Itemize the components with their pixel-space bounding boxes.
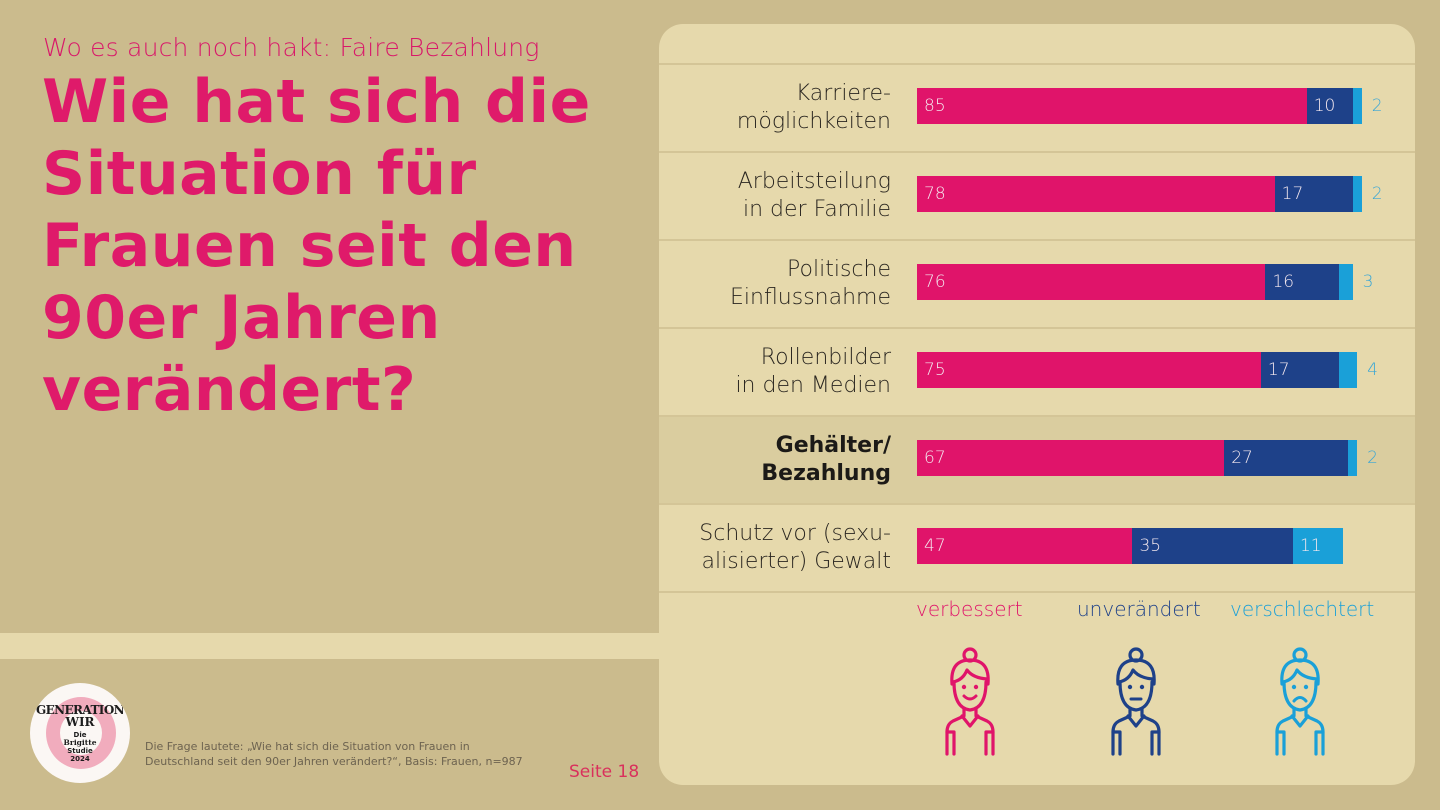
bar-segment-verschlechtert xyxy=(1347,440,1358,476)
category-label: Karriere- möglichkeiten xyxy=(736,81,891,134)
data-label: 10 xyxy=(1313,96,1336,116)
bar-segment-unverändert xyxy=(1265,264,1339,300)
bar-segment-verbessert xyxy=(917,528,1133,564)
sad-woman-icon xyxy=(1275,647,1325,756)
category-label: Gehälter/ Bezahlung xyxy=(761,433,891,486)
connector-strip xyxy=(0,633,680,659)
chart-row: Gehälter/ Bezahlung 2 67 27 xyxy=(659,415,1415,503)
chart-row: Karriere- möglichkeiten 2 85 10 xyxy=(659,63,1415,151)
bar-segment-verbessert xyxy=(917,440,1225,476)
data-label: 47 xyxy=(924,536,946,556)
data-label: 78 xyxy=(924,184,946,204)
legend-label-verschlechtert: verschlechtert xyxy=(1230,597,1375,621)
bar-segment-verschlechtert xyxy=(1352,176,1362,212)
data-label: 2 xyxy=(1371,184,1383,204)
chart-row: Politische Einflussnahme 3 76 16 xyxy=(659,239,1415,327)
logo-line: Studie xyxy=(67,746,93,755)
data-label: 2 xyxy=(1367,448,1378,468)
category-label: Rollenbilder in den Medien xyxy=(735,345,891,398)
data-label: 27 xyxy=(1231,448,1253,468)
bar-segment-verschlechtert xyxy=(1292,528,1344,564)
bar-segment-verschlechtert xyxy=(1338,264,1353,300)
data-label: 16 xyxy=(1272,272,1295,292)
bar-segment-verschlechtert xyxy=(1352,88,1362,124)
bar-segment-unverändert xyxy=(1260,352,1339,388)
category-label: Politische Einflussnahme xyxy=(729,257,891,310)
chart-row: Arbeitsteilung in der Familie 2 78 17 xyxy=(659,151,1415,239)
data-label: 17 xyxy=(1267,360,1290,380)
neutral-woman-icon xyxy=(1111,647,1161,756)
bar-segment-verbessert xyxy=(917,176,1275,212)
category-label: Arbeitsteilung in der Familie xyxy=(737,169,891,222)
bar-segment-unverändert xyxy=(1274,176,1353,212)
legend-label-unveraendert: unverändert xyxy=(1077,597,1201,621)
logo-line: GENERATION xyxy=(35,702,125,717)
logo-line: Brigitte xyxy=(63,737,97,747)
data-label: 67 xyxy=(924,448,946,468)
category-label: Schutz vor (sexu- alisierter) Gewalt xyxy=(699,521,891,574)
happy-woman-icon xyxy=(945,647,995,756)
data-label: 76 xyxy=(924,272,946,292)
logo: GENERATION WIR Die Brigitte Studie 2024 xyxy=(30,683,130,783)
bar-segment-verbessert xyxy=(917,352,1261,388)
bar-segment-unverändert xyxy=(1132,528,1293,564)
data-label: 3 xyxy=(1362,272,1374,292)
title-area xyxy=(0,0,659,633)
legend-label-verbessert: verbessert xyxy=(916,597,1023,621)
page-number: Seite 18 xyxy=(569,762,640,782)
data-label: 85 xyxy=(924,96,946,116)
data-label: 11 xyxy=(1299,536,1322,556)
chart-panel: Karriere- möglichkeiten 2 85 10 Arbeitsteilu… xyxy=(659,24,1415,785)
chart-row: Schutz vor (sexu- alisierter) Gewalt 47 35… xyxy=(659,503,1415,591)
data-label: 4 xyxy=(1367,360,1378,380)
bar-segment-unverändert xyxy=(1224,440,1348,476)
data-label: 75 xyxy=(924,360,946,380)
page-title: Wie hat sich die Situation für Frauen se… xyxy=(42,67,591,425)
bar-segment-verbessert xyxy=(917,264,1266,300)
logo-line: Die xyxy=(73,730,87,739)
chart-row: Rollenbilder in den Medien 4 75 17 xyxy=(659,327,1415,415)
row-divider xyxy=(659,591,1415,593)
logo-line: 2024 xyxy=(70,754,90,763)
data-label: 2 xyxy=(1371,96,1383,116)
bar-segment-verbessert xyxy=(917,88,1307,124)
footnote: Die Frage lautete: „Wie hat sich die Sit… xyxy=(145,740,523,768)
bar-segment-unverändert xyxy=(1306,88,1353,124)
data-label: 17 xyxy=(1281,184,1304,204)
bar-segment-verschlechtert xyxy=(1338,352,1358,388)
logo-line: WIR xyxy=(65,714,95,729)
kicker: Wo es auch noch hakt: Faire Bezahlung xyxy=(43,33,540,62)
data-label: 35 xyxy=(1139,536,1162,556)
